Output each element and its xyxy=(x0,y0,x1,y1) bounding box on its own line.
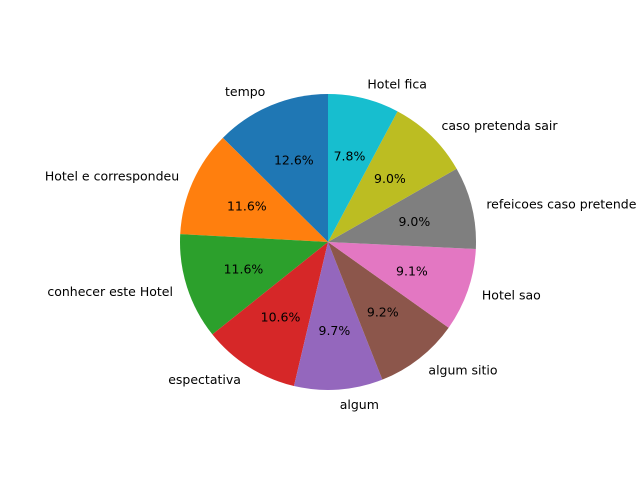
slice-category-label: refeicoes caso pretende xyxy=(486,197,636,212)
slice-percent-label: 12.6% xyxy=(274,153,314,168)
pie-slice xyxy=(222,94,328,242)
slice-percent-label: 9.0% xyxy=(398,214,430,229)
slice-category-label: Hotel sao xyxy=(482,288,541,303)
pie-slice xyxy=(328,111,457,242)
pie-slice xyxy=(328,94,398,242)
slice-category-label: tempo xyxy=(225,84,265,99)
slice-percent-label: 11.6% xyxy=(224,262,264,277)
pie-slice xyxy=(180,137,328,242)
slice-percent-label: 9.7% xyxy=(319,323,351,338)
slice-category-label: espectativa xyxy=(168,372,241,387)
pie-slice xyxy=(328,168,476,249)
pie-slice xyxy=(293,242,383,390)
slice-category-label: caso pretenda sair xyxy=(441,118,558,133)
slice-percent-label: 7.8% xyxy=(334,148,366,163)
slice-percent-label: 10.6% xyxy=(261,310,301,325)
pie-slices xyxy=(180,94,476,390)
pie-labels: 12.6% tempo 11.6% Hotel e correspondeu 11.6%… xyxy=(45,77,637,412)
pie-slice xyxy=(328,242,449,380)
slice-percent-label: 9.2% xyxy=(367,304,399,319)
slice-percent-label: 9.1% xyxy=(396,263,428,278)
pie-slice xyxy=(212,242,328,387)
slice-percent-label: 11.6% xyxy=(227,199,267,214)
slice-category-label: algum sitio xyxy=(428,363,497,378)
slice-category-label: conhecer este Hotel xyxy=(47,284,173,299)
slice-category-label: Hotel fica xyxy=(367,77,427,92)
slice-category-label: algum xyxy=(340,397,379,412)
pie-slice xyxy=(180,234,328,335)
slice-category-label: Hotel e correspondeu xyxy=(45,169,179,184)
pie-slice xyxy=(328,242,476,328)
slice-percent-label: 9.0% xyxy=(374,171,406,186)
